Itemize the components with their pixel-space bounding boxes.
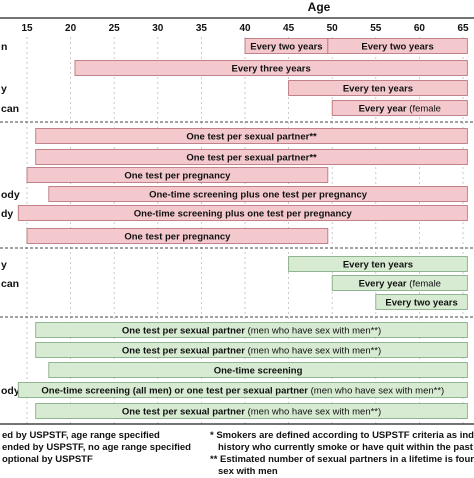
bar-red bbox=[48, 186, 468, 202]
footnote-left-3: optional by USPSTF bbox=[2, 454, 93, 465]
x-tick-label: 65 bbox=[457, 23, 469, 34]
bar-note: (men who have sex with men**) bbox=[245, 326, 381, 337]
x-tick-label: 55 bbox=[370, 23, 382, 34]
bar-green bbox=[331, 275, 468, 291]
bar-label: Every three years bbox=[232, 64, 311, 75]
bar-label: One test per pregnancy bbox=[124, 171, 231, 182]
footnote-right-2: history who currently smoke or have quit… bbox=[218, 442, 473, 453]
row-label: y bbox=[1, 83, 7, 95]
bar-note: (men who have sex with men**) bbox=[245, 407, 381, 418]
bar-red bbox=[35, 149, 468, 165]
bar-green bbox=[35, 342, 468, 358]
bar-green bbox=[288, 256, 468, 272]
bar-label: One test per sexual partner (men who hav… bbox=[122, 346, 381, 357]
bar-red bbox=[74, 60, 468, 76]
bar-label: Every year (female bbox=[359, 104, 441, 115]
footnote-right-3: ** Estimated number of sexual partners i… bbox=[210, 454, 474, 465]
x-tick-label: 60 bbox=[414, 23, 426, 34]
bar-label: Every ten years bbox=[343, 260, 413, 271]
bars: Every two years Every two years Every thre… bbox=[17, 38, 468, 419]
x-axis-title: Age bbox=[308, 0, 331, 14]
bar-red bbox=[288, 80, 468, 96]
bar-red bbox=[327, 38, 468, 54]
bar-note: (female bbox=[407, 279, 441, 290]
x-tick-label: 50 bbox=[327, 23, 339, 34]
section-separators bbox=[0, 121, 474, 425]
row-label: can bbox=[1, 278, 19, 290]
row-label: dy bbox=[1, 208, 13, 220]
bar-note: (men who have sex with men**) bbox=[308, 386, 444, 397]
bar-label: One-time screening bbox=[214, 366, 303, 377]
footnote-left-2: ended by USPSTF, no age range specified bbox=[2, 442, 191, 453]
row-labels: n y can ody dy y can ody bbox=[1, 41, 20, 397]
bar-label: One test per sexual partner** bbox=[186, 132, 317, 143]
x-tick-label: 15 bbox=[21, 23, 33, 34]
row-label: can bbox=[1, 103, 19, 115]
bar-green bbox=[375, 294, 468, 310]
bar-label: Every two years bbox=[385, 298, 457, 309]
bar-red bbox=[17, 205, 468, 221]
bar-label: One-time screening plus one test per pre… bbox=[149, 190, 368, 201]
x-tick-label: 20 bbox=[65, 23, 77, 34]
row-label: y bbox=[1, 259, 7, 271]
bar-label: One test per sexual partner (men who hav… bbox=[122, 326, 381, 337]
bar-red bbox=[331, 100, 468, 116]
bar-note: (female bbox=[407, 104, 441, 115]
bar-label: One-time screening (all men) or one test… bbox=[41, 386, 444, 397]
footnote-left-1: ed by USPSTF, age range specified bbox=[2, 430, 160, 441]
bar-green bbox=[35, 403, 468, 419]
x-tick-label: 40 bbox=[239, 23, 251, 34]
bar-red bbox=[26, 167, 329, 183]
x-tick-label: 25 bbox=[109, 23, 121, 34]
x-tick-label: 45 bbox=[283, 23, 295, 34]
bar-label: Every year (female bbox=[359, 279, 441, 290]
bar-green bbox=[35, 322, 468, 338]
x-tick-label: 30 bbox=[152, 23, 164, 34]
row-label: ody bbox=[1, 189, 20, 201]
bar-label: One test per sexual partner** bbox=[186, 153, 317, 164]
bar-label: Every ten years bbox=[343, 84, 413, 95]
bar-red bbox=[35, 128, 468, 144]
x-tick-labels: 15 20 25 30 35 40 45 50 55 60 65 bbox=[21, 23, 469, 34]
footnote-right-4: sex with men bbox=[218, 466, 278, 477]
bar-red bbox=[26, 228, 329, 244]
bar-label: Every two years bbox=[361, 42, 433, 53]
bar-note: (men who have sex with men**) bbox=[245, 346, 381, 357]
bar-green bbox=[17, 382, 468, 398]
row-label: n bbox=[1, 41, 7, 53]
bar-label: One-time screening plus one test per pre… bbox=[134, 209, 353, 220]
bar-label: One test per sexual partner (men who hav… bbox=[122, 407, 381, 418]
footnote-right-1: * Smokers are defined according to USPST… bbox=[210, 430, 474, 441]
bar-label: One test per pregnancy bbox=[124, 232, 231, 243]
row-label: ody bbox=[1, 385, 20, 397]
bar-green bbox=[48, 362, 468, 378]
x-tick-label: 35 bbox=[196, 23, 208, 34]
bar-label: Every two years bbox=[250, 42, 322, 53]
